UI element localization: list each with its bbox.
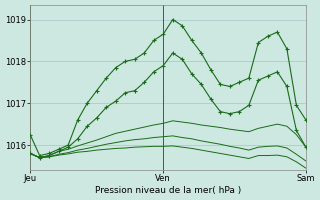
X-axis label: Pression niveau de la mer( hPa ): Pression niveau de la mer( hPa ): [95, 186, 241, 195]
